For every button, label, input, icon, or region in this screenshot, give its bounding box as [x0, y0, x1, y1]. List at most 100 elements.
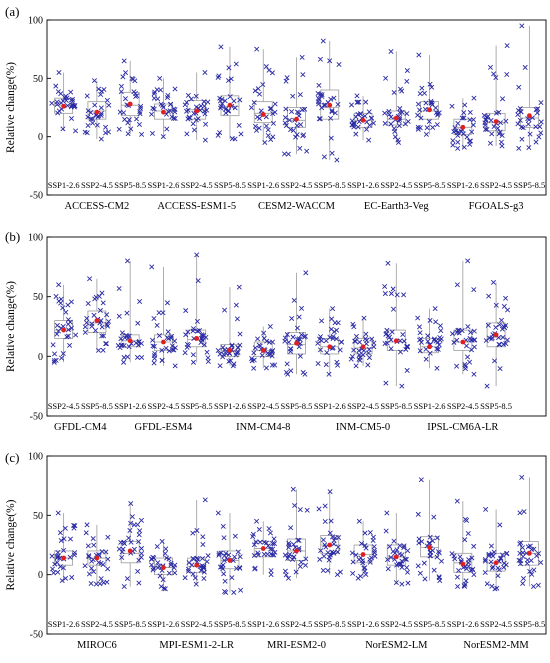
member-point: [56, 69, 62, 76]
member-point: [316, 116, 322, 122]
member-point: [369, 115, 375, 121]
member-point: [166, 570, 172, 576]
member-point: [190, 352, 196, 358]
member-point: [195, 328, 201, 334]
member-point: [462, 583, 468, 589]
member-point: [164, 300, 170, 306]
member-point: [283, 106, 289, 112]
member-point: [353, 131, 359, 137]
member-point: [335, 549, 341, 555]
member-point: [416, 324, 423, 330]
box-iqr: [253, 101, 273, 124]
member-point: [399, 88, 405, 94]
member-point: [419, 538, 425, 544]
member-point: [292, 502, 298, 509]
member-point: [54, 331, 60, 337]
scenario-label: SSP5-8.5: [281, 401, 313, 411]
member-point: [417, 107, 423, 113]
y-tick-label: 100: [28, 16, 43, 27]
member-point: [99, 324, 105, 330]
member-point: [89, 558, 95, 564]
member-point: [498, 317, 504, 323]
member-point: [194, 528, 200, 534]
member-point: [125, 131, 131, 137]
member-point: [435, 346, 441, 352]
mean-marker: [493, 560, 499, 566]
member-point: [498, 555, 504, 561]
member-point: [138, 554, 144, 560]
member-point: [282, 335, 288, 341]
box-ssp2-45: SSP2-4.5: [281, 486, 312, 629]
member-point: [85, 543, 91, 549]
member-point: [69, 325, 75, 331]
member-point: [49, 553, 55, 559]
member-point: [158, 87, 164, 93]
member-point: [536, 551, 542, 557]
member-point: [268, 551, 274, 557]
member-point: [200, 542, 206, 548]
member-point: [72, 103, 78, 109]
scenario-label: SSP2-4.5: [147, 401, 179, 411]
member-point: [434, 554, 440, 560]
member-point: [63, 309, 69, 315]
member-point: [367, 529, 373, 535]
member-point: [169, 347, 175, 353]
member-point: [382, 120, 388, 126]
member-point: [88, 565, 95, 571]
member-point: [162, 550, 168, 556]
member-point: [495, 125, 501, 131]
member-point: [67, 319, 73, 325]
box-ssp5-85: SSP5-8.5: [81, 276, 113, 411]
member-point: [418, 339, 424, 345]
member-point: [282, 151, 288, 157]
member-point: [215, 75, 221, 81]
member-point: [238, 587, 244, 593]
member-point: [215, 347, 221, 353]
member-point: [382, 283, 388, 290]
member-point: [235, 349, 241, 355]
member-point: [215, 132, 221, 138]
member-point: [229, 136, 235, 142]
member-point: [259, 352, 265, 358]
member-point: [500, 96, 506, 102]
member-point: [121, 584, 127, 590]
member-point: [419, 85, 425, 91]
scenario-label: SSP5-8.5: [414, 619, 446, 629]
member-point: [501, 560, 507, 566]
member-point: [300, 369, 306, 375]
member-point: [67, 536, 73, 542]
member-point: [467, 117, 473, 123]
mean-marker: [61, 555, 67, 561]
member-point: [251, 542, 257, 548]
box-ssp5-85: SSP5-8.5: [513, 474, 545, 629]
member-point: [519, 136, 525, 142]
member-point: [121, 539, 127, 545]
scenario-label: SSP5-8.5: [513, 180, 545, 190]
member-point: [482, 557, 488, 563]
member-point: [405, 118, 411, 125]
member-point: [69, 574, 75, 580]
member-point: [462, 516, 468, 522]
member-point: [389, 329, 395, 335]
member-point: [296, 314, 302, 320]
member-point: [434, 122, 440, 128]
member-point: [65, 317, 71, 323]
member-point: [519, 23, 525, 29]
member-point: [218, 44, 224, 50]
model-label: INM-CM5-0: [336, 422, 390, 433]
member-point: [454, 574, 460, 580]
member-point: [424, 125, 430, 131]
member-point: [537, 124, 543, 130]
member-point: [401, 545, 407, 551]
scenario-label: SSP5-8.5: [114, 619, 146, 629]
member-point: [425, 333, 431, 339]
member-point: [128, 539, 134, 545]
member-point: [349, 354, 355, 360]
member-point: [471, 287, 477, 293]
member-point: [471, 371, 477, 377]
member-point: [68, 115, 75, 121]
member-point: [315, 91, 321, 97]
member-point: [65, 327, 71, 333]
member-point: [88, 116, 94, 122]
member-point: [118, 336, 124, 342]
